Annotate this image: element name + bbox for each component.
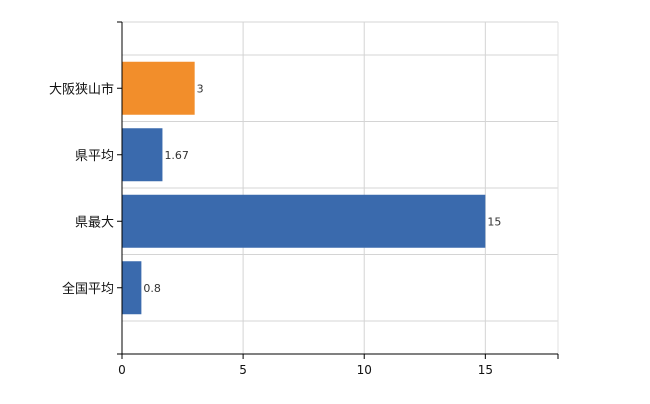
category-label: 大阪狭山市 (49, 81, 114, 97)
axes (117, 21, 559, 359)
category-label: 県最大 (75, 215, 114, 230)
category-label: 県平均 (75, 149, 114, 164)
x-tick-label: 10 (357, 363, 372, 377)
x-tick-label: 5 (239, 363, 247, 377)
bar (122, 194, 486, 248)
bar-value-label: 15 (487, 215, 501, 228)
category-label: 全国平均 (62, 281, 114, 297)
bar (122, 128, 163, 182)
bar (122, 261, 142, 315)
bar-value-label: 3 (197, 82, 204, 95)
bar-value-label: 1.67 (164, 149, 189, 162)
bar (122, 61, 195, 115)
bar-value-label: 0.8 (143, 282, 161, 295)
x-tick-label: 0 (118, 363, 126, 377)
bars (122, 61, 486, 315)
labels: 3 大阪狭山市 1.67 県平均 15 県最大 0.8 全国平均 0 5 10 15 (49, 81, 501, 377)
x-tick-label: 15 (478, 363, 493, 377)
grid-lines (122, 21, 559, 354)
